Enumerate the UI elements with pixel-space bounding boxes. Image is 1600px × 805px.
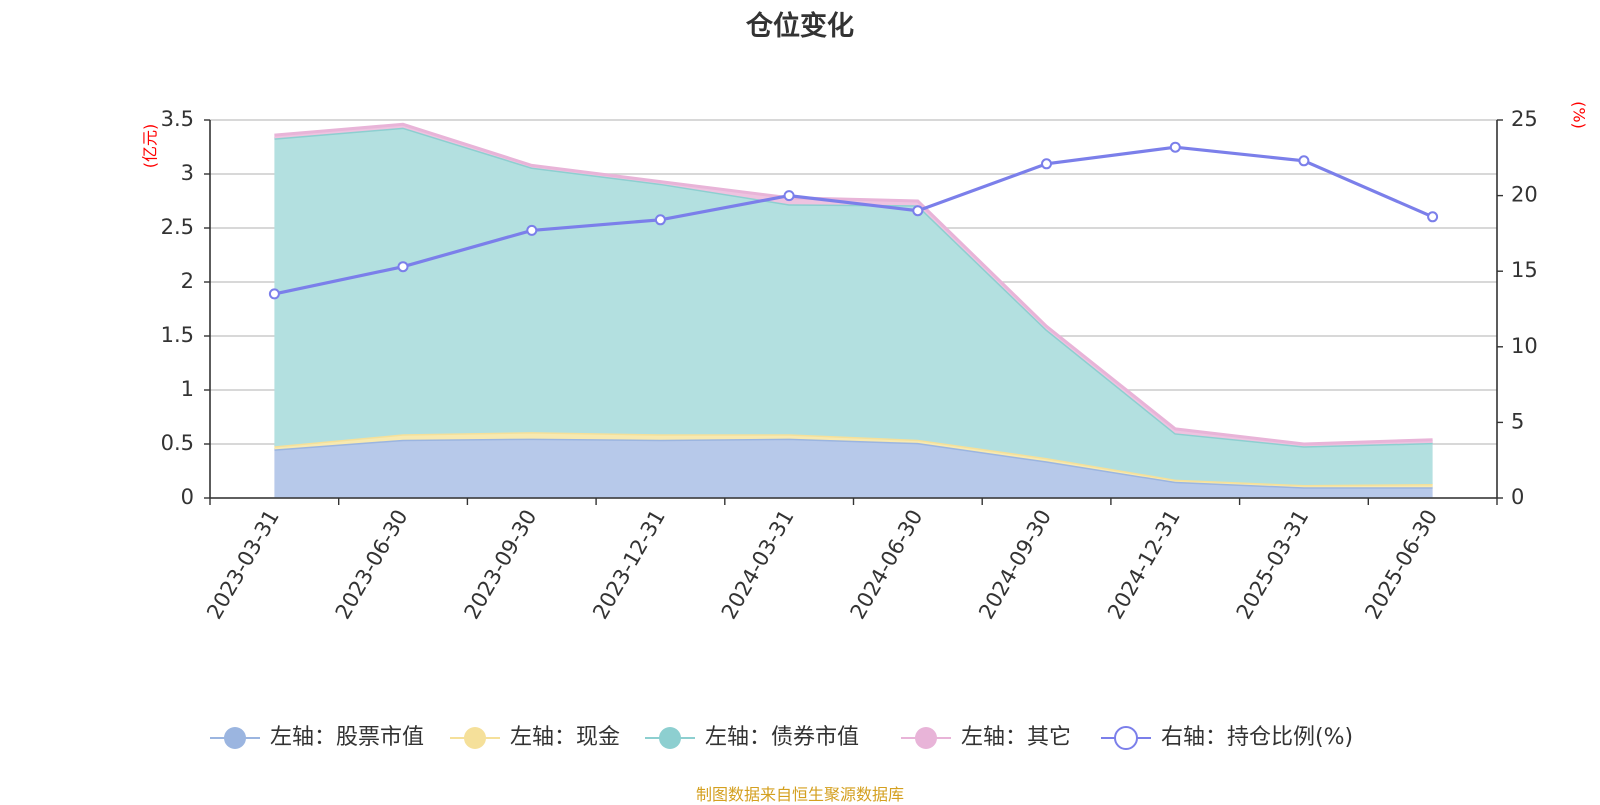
area-左轴：债券市值: [274, 127, 1433, 485]
legend: 左轴：股票市值 左轴：现金 左轴：债券市值 左轴：其它 右轴：持仓比例(%): [210, 725, 1353, 750]
x-axis-tick-label: 2023-12-31: [588, 506, 670, 624]
legend-label: 左轴：债券市值: [705, 725, 859, 750]
left-axis-unit: (亿元): [141, 124, 160, 169]
line-series: [268, 141, 1439, 300]
right-axis-tick-label: 25: [1511, 107, 1538, 131]
x-axis-tick-label: 2024-06-30: [846, 506, 928, 624]
area-series: [274, 122, 1433, 498]
line-右轴：持仓比例(%): [274, 145, 1434, 296]
line-point: [268, 288, 280, 300]
left-axis-tick-label: 1.5: [161, 323, 194, 347]
x-axis-tick-label: 2023-06-30: [331, 506, 413, 624]
x-axis-tick-label: 2025-03-31: [1232, 506, 1314, 624]
chart-title: 仓位变化: [746, 11, 854, 42]
right-axis-tick-label: 10: [1511, 334, 1538, 358]
line-point: [526, 224, 538, 236]
legend-label: 左轴：股票市值: [270, 725, 424, 750]
legend-swatch-marker: [915, 727, 937, 749]
right-axis-tick-label: 20: [1511, 183, 1538, 207]
legend-item: 右轴：持仓比例(%): [1101, 725, 1353, 750]
legend-swatch-marker: [464, 727, 486, 749]
x-axis-tick-label: 2024-09-30: [974, 506, 1056, 624]
x-axis-tick-label: 2024-03-31: [717, 506, 799, 624]
line-point: [1298, 155, 1310, 167]
left-axis-tick-label: 3: [181, 161, 194, 185]
x-axis-tick-label: 2025-06-30: [1360, 506, 1442, 624]
legend-item: 左轴：其它: [901, 725, 1071, 750]
x-axis-tick-label: 2024-12-31: [1103, 506, 1185, 624]
legend-swatch-marker: [1114, 726, 1138, 750]
line-point: [654, 214, 666, 226]
line-point: [1041, 158, 1052, 170]
legend-label: 左轴：其它: [961, 725, 1071, 750]
legend-swatch-marker: [659, 727, 681, 749]
x-axis-tick-label: 2023-09-30: [460, 506, 542, 624]
line-point: [397, 261, 409, 273]
x-axis-tick-label: 2023-03-31: [202, 506, 284, 624]
left-axis-tick-label: 2.5: [161, 215, 194, 239]
legend-item: 左轴：股票市值: [210, 725, 424, 750]
left-axis-tick-label: 3.5: [161, 107, 194, 131]
line-point: [783, 190, 795, 202]
area-左轴：现金: [274, 432, 1433, 488]
line-point: [912, 205, 924, 217]
line-point: [1169, 141, 1181, 153]
left-axis-tick-label: 1: [181, 377, 194, 401]
area-edge-左轴：其它: [274, 122, 1433, 446]
legend-swatch-marker: [224, 727, 246, 749]
legend-label: 右轴：持仓比例(%): [1161, 725, 1353, 750]
right-axis-tick-label: 15: [1511, 258, 1538, 282]
right-axis-tick-label: 0: [1511, 485, 1524, 509]
right-axis-tick-label: 5: [1511, 409, 1524, 433]
line-point: [1427, 211, 1439, 223]
area-左轴：股票市值: [274, 438, 1433, 498]
right-axis-unit: (%): [1570, 101, 1589, 129]
left-axis-tick-label: 2: [181, 269, 194, 293]
legend-item: 左轴：现金: [450, 725, 620, 750]
legend-label: 左轴：现金: [510, 725, 620, 750]
source-note: 制图数据来自恒生聚源数据库: [695, 785, 904, 804]
left-axis-tick-label: 0: [181, 485, 194, 509]
left-axis-tick-label: 0.5: [161, 431, 194, 455]
legend-item: 左轴：债券市值: [645, 725, 859, 750]
